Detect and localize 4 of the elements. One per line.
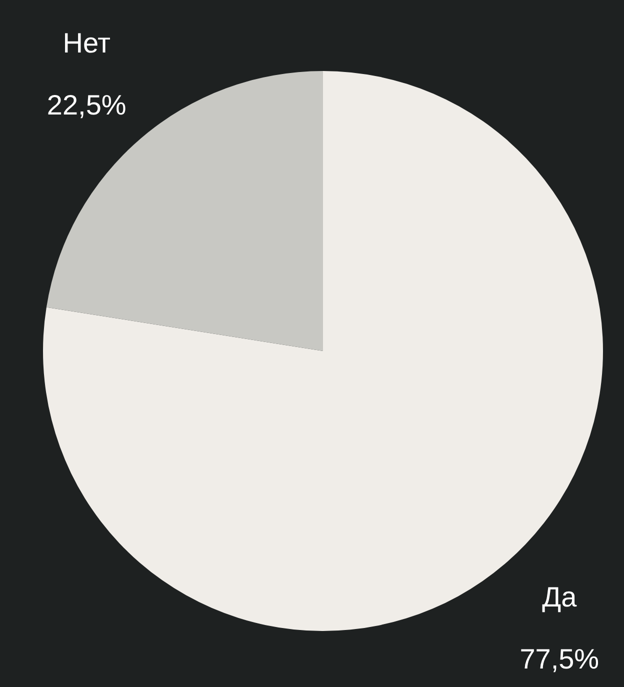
data-label: 22,5% — [46, 90, 126, 121]
slice-label: Да — [542, 581, 578, 612]
data-label: 77,5% — [520, 643, 600, 674]
slice-label: Нет — [62, 28, 111, 59]
